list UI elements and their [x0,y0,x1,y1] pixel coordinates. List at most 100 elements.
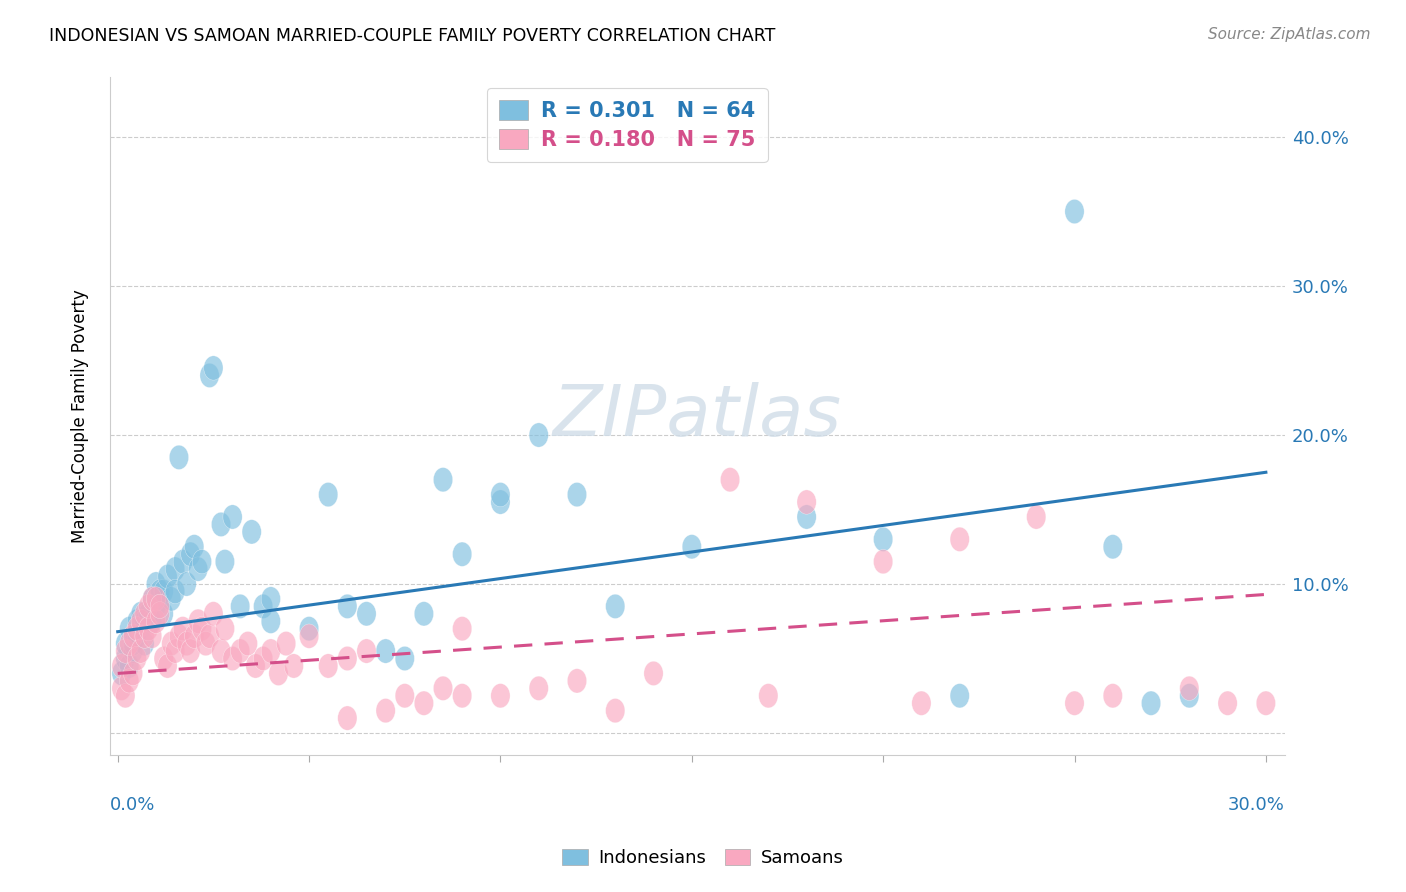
Ellipse shape [124,624,142,648]
Ellipse shape [224,647,242,671]
Ellipse shape [644,661,664,686]
Ellipse shape [357,601,377,626]
Ellipse shape [115,632,135,656]
Ellipse shape [1104,534,1122,559]
Ellipse shape [155,601,173,626]
Ellipse shape [357,639,377,664]
Ellipse shape [124,632,142,656]
Text: ZIPatlas: ZIPatlas [553,382,842,450]
Ellipse shape [950,683,969,708]
Ellipse shape [415,601,433,626]
Ellipse shape [150,594,170,618]
Ellipse shape [284,654,304,678]
Ellipse shape [120,654,139,678]
Text: Source: ZipAtlas.com: Source: ZipAtlas.com [1208,27,1371,42]
Ellipse shape [759,683,778,708]
Ellipse shape [682,534,702,559]
Ellipse shape [135,601,155,626]
Ellipse shape [169,445,188,469]
Ellipse shape [299,624,319,648]
Ellipse shape [215,616,235,640]
Ellipse shape [873,549,893,574]
Ellipse shape [193,616,211,640]
Ellipse shape [299,616,319,640]
Ellipse shape [200,363,219,388]
Ellipse shape [177,572,197,596]
Ellipse shape [177,632,197,656]
Ellipse shape [131,601,150,626]
Ellipse shape [242,520,262,544]
Ellipse shape [135,624,155,648]
Ellipse shape [211,639,231,664]
Ellipse shape [606,698,624,723]
Ellipse shape [491,483,510,507]
Ellipse shape [1142,691,1161,715]
Ellipse shape [1026,505,1046,529]
Ellipse shape [169,624,188,648]
Ellipse shape [204,356,224,380]
Ellipse shape [606,594,624,618]
Ellipse shape [139,616,157,640]
Ellipse shape [453,542,472,566]
Ellipse shape [375,698,395,723]
Ellipse shape [112,661,131,686]
Ellipse shape [115,639,135,664]
Ellipse shape [337,647,357,671]
Ellipse shape [166,639,184,664]
Ellipse shape [142,609,162,633]
Ellipse shape [211,512,231,537]
Ellipse shape [188,557,208,582]
Ellipse shape [146,609,166,633]
Ellipse shape [319,483,337,507]
Ellipse shape [873,527,893,551]
Ellipse shape [453,616,472,640]
Ellipse shape [337,594,357,618]
Ellipse shape [184,624,204,648]
Ellipse shape [319,654,337,678]
Ellipse shape [131,639,150,664]
Ellipse shape [188,609,208,633]
Ellipse shape [127,647,146,671]
Text: 0.0%: 0.0% [110,796,156,814]
Ellipse shape [131,609,150,633]
Ellipse shape [433,676,453,700]
Ellipse shape [375,639,395,664]
Ellipse shape [155,647,173,671]
Ellipse shape [529,423,548,447]
Ellipse shape [127,609,146,633]
Ellipse shape [135,609,155,633]
Y-axis label: Married-Couple Family Poverty: Married-Couple Family Poverty [72,290,89,543]
Ellipse shape [395,683,415,708]
Ellipse shape [146,587,166,611]
Ellipse shape [184,534,204,559]
Ellipse shape [224,505,242,529]
Ellipse shape [162,587,181,611]
Ellipse shape [246,654,266,678]
Ellipse shape [150,579,170,604]
Text: 30.0%: 30.0% [1227,796,1285,814]
Ellipse shape [262,587,280,611]
Ellipse shape [166,557,184,582]
Ellipse shape [166,579,184,604]
Ellipse shape [337,706,357,731]
Ellipse shape [173,549,193,574]
Ellipse shape [238,632,257,656]
Legend: R = 0.301   N = 64, R = 0.180   N = 75: R = 0.301 N = 64, R = 0.180 N = 75 [486,87,768,162]
Ellipse shape [120,669,139,693]
Ellipse shape [797,505,817,529]
Ellipse shape [139,594,157,618]
Ellipse shape [112,676,131,700]
Ellipse shape [142,587,162,611]
Ellipse shape [146,572,166,596]
Ellipse shape [491,683,510,708]
Ellipse shape [720,467,740,491]
Ellipse shape [204,601,224,626]
Ellipse shape [162,632,181,656]
Ellipse shape [112,654,131,678]
Ellipse shape [115,647,135,671]
Ellipse shape [215,549,235,574]
Ellipse shape [1218,691,1237,715]
Ellipse shape [1256,691,1275,715]
Ellipse shape [568,483,586,507]
Ellipse shape [146,594,166,618]
